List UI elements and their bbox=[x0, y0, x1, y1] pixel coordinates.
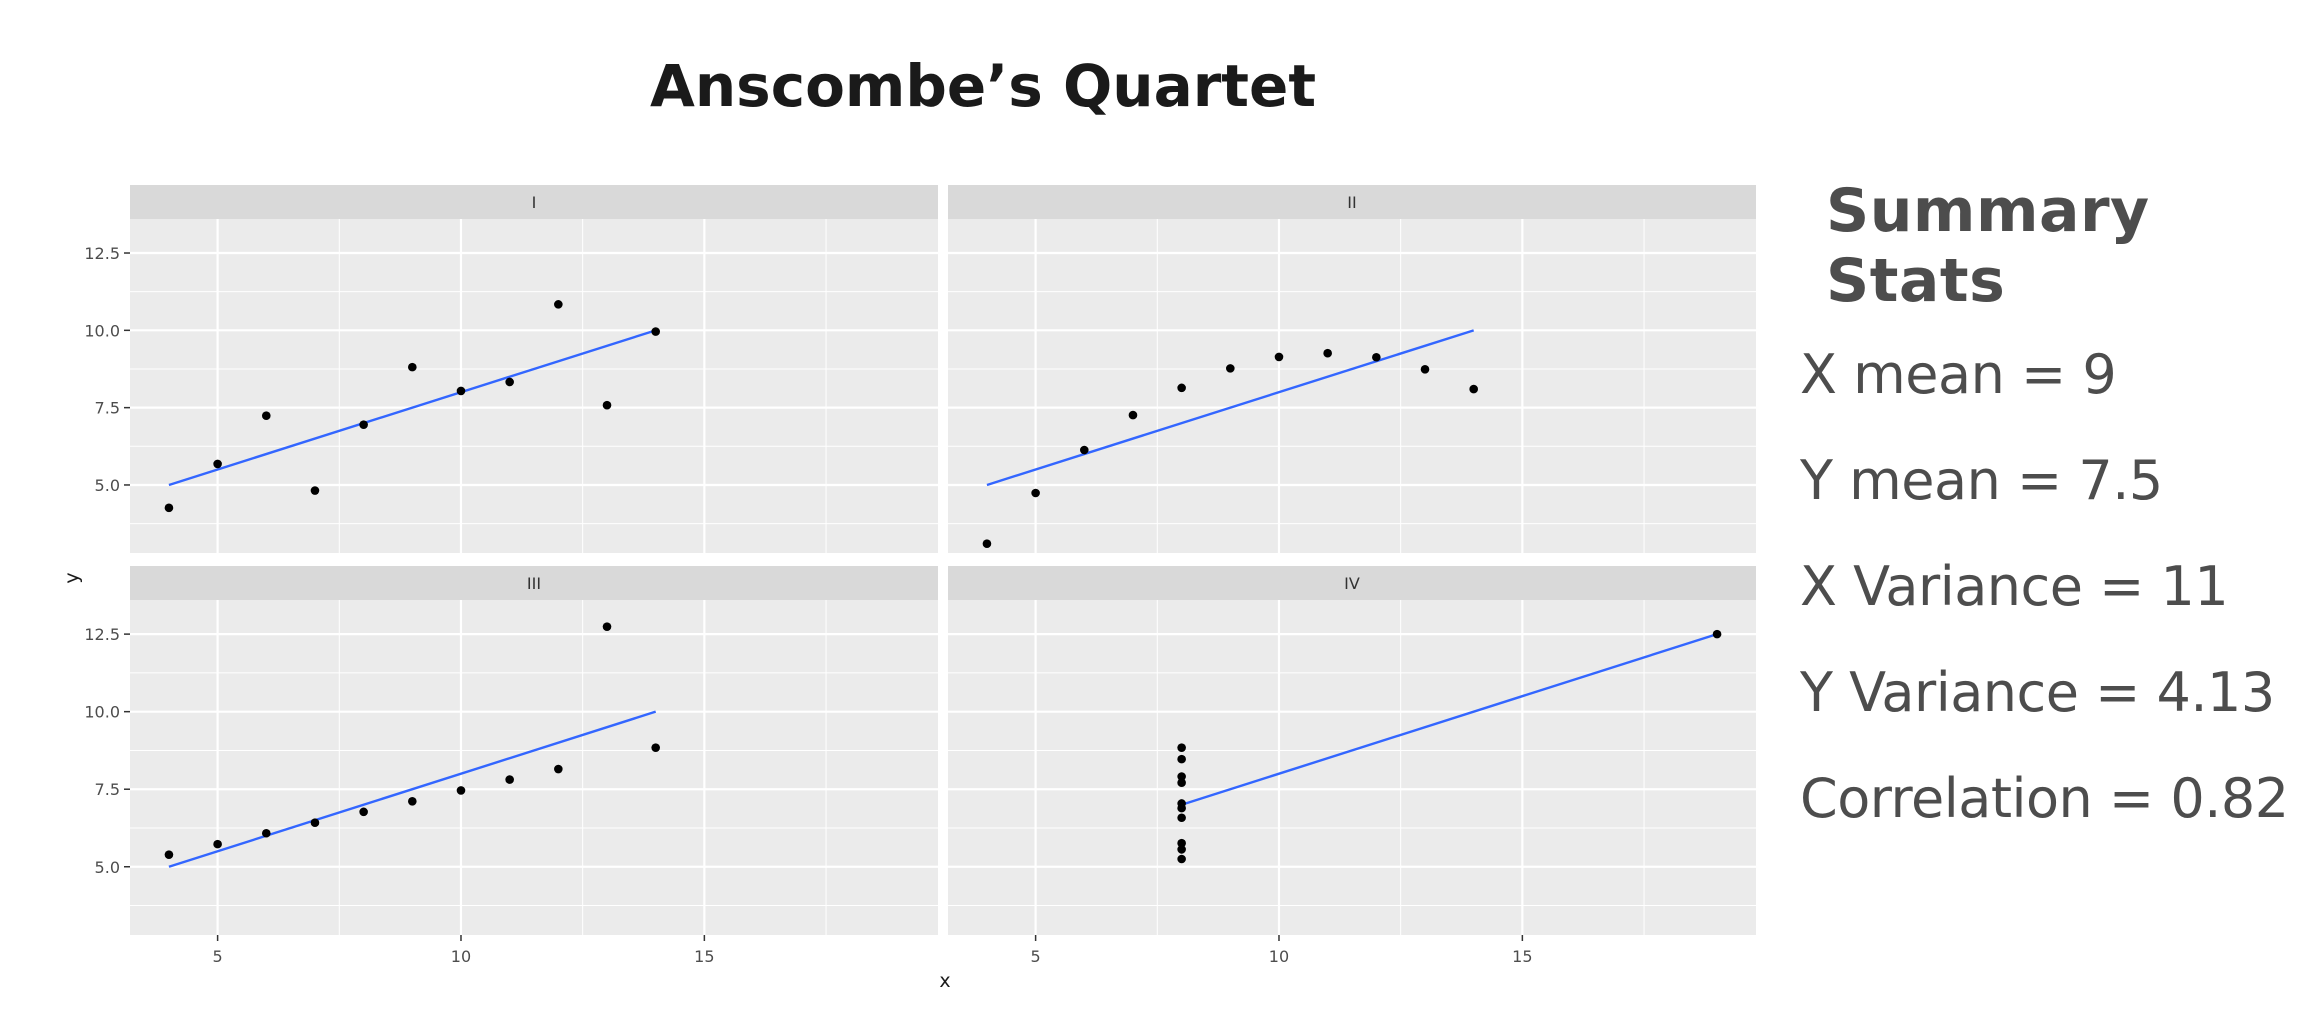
y-tick-label: 10.0 bbox=[84, 321, 120, 340]
panel-background bbox=[130, 600, 938, 935]
stat-x-variance: X Variance = 11 bbox=[1800, 555, 2229, 618]
y-tick-label: 7.5 bbox=[95, 780, 120, 799]
panel-strip bbox=[130, 566, 938, 600]
y-tick-label: 5.0 bbox=[95, 858, 120, 877]
summary-stats-panel: Summary Stats X mean = 9 Y mean = 7.5 X … bbox=[1800, 176, 2320, 852]
data-point bbox=[213, 459, 222, 469]
panel-strip-label: III bbox=[527, 574, 541, 593]
data-point bbox=[456, 386, 466, 396]
data-point bbox=[213, 839, 222, 849]
data-point bbox=[1712, 629, 1722, 639]
data-point bbox=[359, 807, 368, 817]
data-point bbox=[1177, 813, 1186, 823]
data-point bbox=[261, 828, 271, 838]
data-point bbox=[310, 486, 320, 495]
x-tick-label: 5 bbox=[213, 947, 223, 966]
data-point bbox=[554, 764, 563, 774]
data-point bbox=[982, 539, 992, 549]
data-point bbox=[1177, 743, 1186, 752]
panel-II: II bbox=[948, 185, 1756, 553]
data-point bbox=[602, 400, 612, 410]
data-point bbox=[651, 743, 660, 752]
y-tick-label: 12.5 bbox=[84, 625, 120, 644]
x-tick-label: 10 bbox=[451, 947, 471, 966]
regression-line bbox=[986, 329, 1475, 487]
summary-stats-list: X mean = 9 Y mean = 7.5 X Variance = 11 … bbox=[1800, 322, 2320, 852]
data-point bbox=[261, 411, 271, 420]
y-axis-title: y bbox=[61, 572, 83, 583]
panel-III: III 5.0 7.5 10.0 12.5 5 10 15 bbox=[84, 566, 938, 966]
y-tick-label: 5.0 bbox=[95, 476, 120, 495]
regression-line bbox=[168, 329, 657, 487]
stat-y-mean: Y mean = 7.5 bbox=[1800, 449, 2163, 512]
panel-background bbox=[130, 219, 938, 553]
x-axis-title: x bbox=[939, 970, 950, 992]
panel-strip-label: II bbox=[1347, 193, 1356, 212]
panel-strip-label: I bbox=[532, 193, 537, 212]
data-point bbox=[1177, 778, 1186, 787]
panel-strip bbox=[948, 566, 1756, 600]
panel-strip bbox=[948, 185, 1756, 219]
data-point bbox=[164, 850, 174, 859]
panel-background bbox=[948, 219, 1756, 553]
data-point bbox=[1079, 445, 1089, 455]
x-tick-label: 10 bbox=[1269, 947, 1289, 966]
data-point bbox=[359, 420, 368, 429]
data-point bbox=[408, 797, 417, 806]
data-point bbox=[554, 300, 563, 309]
y-tick-label: 10.0 bbox=[84, 703, 120, 722]
data-point bbox=[1128, 410, 1138, 420]
data-point bbox=[602, 622, 612, 631]
data-point bbox=[1177, 838, 1186, 848]
data-point bbox=[408, 362, 417, 372]
data-point bbox=[1031, 488, 1040, 498]
data-point bbox=[651, 327, 660, 336]
data-point bbox=[505, 775, 514, 784]
stat-correlation: Correlation = 0.82 bbox=[1800, 767, 2289, 830]
data-point bbox=[1177, 754, 1186, 764]
panel-strip-label: IV bbox=[1344, 574, 1360, 593]
panel-background bbox=[948, 600, 1756, 935]
data-point bbox=[1177, 799, 1186, 808]
data-point bbox=[505, 377, 514, 387]
data-point bbox=[1469, 384, 1478, 394]
x-tick-label: 15 bbox=[1512, 947, 1532, 966]
panel-I: I 5.0 7.5 10.0 12.5 bbox=[84, 185, 938, 553]
y-tick-label: 12.5 bbox=[84, 244, 120, 263]
data-point bbox=[1177, 383, 1186, 393]
summary-stats-heading: Summary Stats bbox=[1826, 176, 2150, 316]
stat-x-mean: X mean = 9 bbox=[1800, 343, 2117, 406]
data-point bbox=[1274, 352, 1284, 362]
data-point bbox=[310, 818, 320, 828]
panel-strip bbox=[130, 185, 938, 219]
data-point bbox=[1372, 352, 1381, 362]
data-point bbox=[1323, 348, 1332, 358]
stat-y-variance: Y Variance = 4.13 bbox=[1800, 661, 2275, 724]
page-title: Anscombe’s Quartet bbox=[650, 52, 1317, 120]
data-point bbox=[1226, 364, 1235, 373]
data-point bbox=[1420, 365, 1430, 374]
data-point bbox=[1177, 845, 1186, 854]
x-tick-label: 5 bbox=[1031, 947, 1041, 966]
panel-IV: IV 5 10 15 bbox=[948, 566, 1756, 966]
x-tick-label: 15 bbox=[694, 947, 714, 966]
data-point bbox=[164, 503, 174, 513]
regression-line bbox=[1181, 632, 1718, 806]
data-point bbox=[456, 786, 466, 795]
data-point bbox=[1177, 854, 1186, 864]
y-tick-label: 7.5 bbox=[95, 399, 120, 418]
data-point bbox=[1177, 772, 1186, 781]
regression-line bbox=[168, 710, 657, 868]
